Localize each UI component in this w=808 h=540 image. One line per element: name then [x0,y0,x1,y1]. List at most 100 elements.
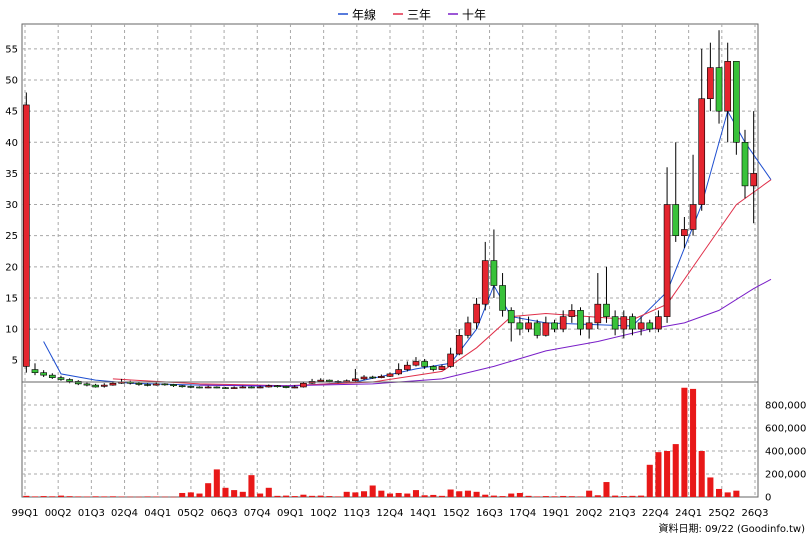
candle [352,368,359,382]
volume-bar [421,495,428,497]
volume-bar [525,495,532,497]
legend-item-1: 年線 [338,7,376,22]
volume-bar [101,496,108,497]
moving-average-line-1 [43,109,772,387]
volume-bar [672,444,679,497]
candle [507,307,515,342]
volume-bar [690,388,697,497]
volume-bar [681,387,688,497]
candle [187,385,195,389]
volume-bar [23,495,30,497]
x-tick-label: 00Q2 [45,508,72,519]
volume-bar [109,496,116,497]
x-axis: 99Q1 00Q2 01Q3 02Q4 04Q1 05Q2 06Q3 07Q4 09Q1 10Q2… [12,508,769,519]
volume-bar [239,491,246,497]
price-tick-label: 35 [5,169,18,180]
volume-bar [629,495,636,497]
volume-tick-label: 800,000 [765,401,806,412]
candle [620,310,628,339]
candle [629,313,636,336]
candle [655,310,662,333]
volume-bar [49,496,56,497]
x-tick-label: 02Q4 [111,508,138,519]
volume-tick-label: 600,000 [765,424,806,435]
candle [542,316,550,337]
volume-bar [83,496,90,498]
candle [135,382,143,386]
candle [92,383,99,388]
x-tick-label: 12Q4 [377,508,404,519]
candle [750,111,758,224]
candle [603,266,610,323]
candle [126,380,134,385]
volume-bar [378,490,385,497]
price-tick-label: 20 [5,262,18,273]
volume-bar [603,482,610,497]
candle [161,383,169,386]
candle [57,375,65,381]
data-date-footer: 資料日期: 09/22 (Goodinfo.tw) [658,522,805,535]
volume-bar [534,496,541,497]
volume-plot: 0 200,000 400,000 600,000 800,000 [21,381,806,504]
candle [577,307,584,336]
candle [196,386,203,389]
candle [733,61,740,155]
candle [681,217,688,249]
volume-bar [335,496,342,497]
candle [403,361,411,372]
candle [308,378,316,384]
candle [499,273,506,317]
candle [100,383,108,388]
volume-bar [612,495,619,497]
volume-bar [716,488,723,497]
volume-bar [118,496,125,498]
candle [230,386,238,389]
volume-bar [698,451,705,497]
volume-tick-label: 0 [765,493,771,504]
volume-bar [464,490,471,497]
candle [447,347,454,368]
volume-bar [438,495,445,497]
volume-bar [430,494,437,497]
legend-label: 年線 [352,7,376,22]
volume-bar [646,464,653,497]
volume-bar [542,496,549,497]
candle [429,365,437,372]
volume-bar [231,490,238,497]
x-tick-label: 14Q1 [410,508,437,519]
x-tick-label: 26Q3 [742,508,769,519]
candle [516,316,524,336]
volume-bar [326,496,333,497]
legend-label: 三年 [407,8,431,22]
price-tick-label: 5 [12,356,18,367]
volume-bar [222,487,229,497]
x-tick-label: 10Q2 [310,508,337,519]
volume-bar [66,496,73,497]
volume-bar [499,496,506,497]
candle [222,386,229,389]
candle [663,167,671,323]
volume-bar [490,495,497,497]
volume-bar [196,493,203,497]
price-tick-label: 15 [5,293,18,304]
candle [178,385,186,388]
candle [239,385,247,389]
volume-bar [144,496,151,497]
volume-bar [664,451,671,497]
candle [213,386,221,389]
volume-bar [386,493,394,497]
x-tick-label: 24Q1 [675,508,702,519]
price-tick-label: 45 [5,107,18,118]
candle [464,316,472,339]
volume-bar [577,496,584,497]
candle [715,30,723,124]
x-tick-label: 15Q2 [443,508,470,519]
candle [741,129,749,199]
volume-bar [724,492,731,497]
candle [689,154,697,236]
x-tick-label: 22Q4 [642,508,669,519]
candle [585,316,593,339]
candle [707,42,714,112]
candle [317,378,325,382]
x-tick-label: 05Q2 [177,508,204,519]
